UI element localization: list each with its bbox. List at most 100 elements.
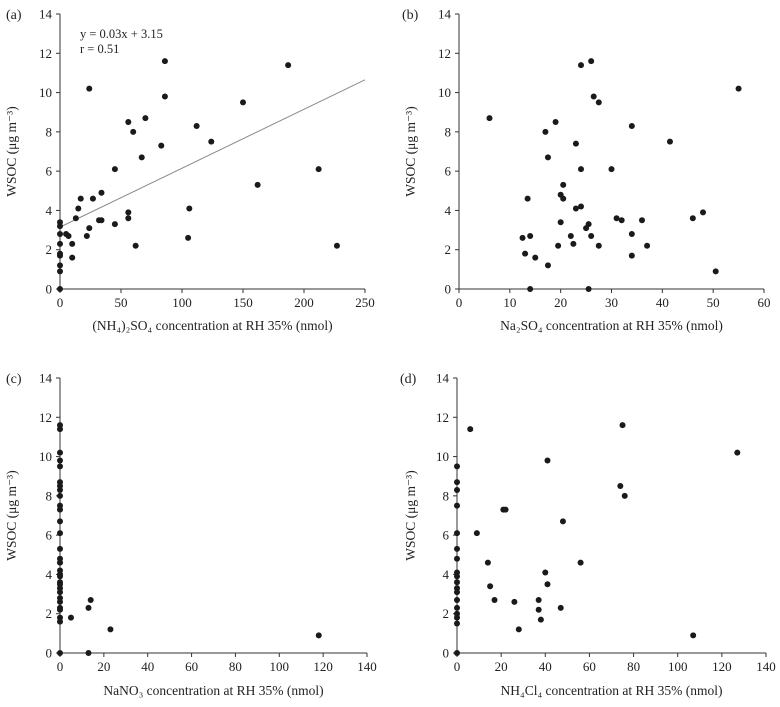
- y-tick-label: 0: [443, 646, 450, 661]
- y-tick-label: 2: [443, 606, 450, 621]
- data-point: [666, 138, 673, 145]
- data-point: [315, 632, 322, 639]
- data-point: [535, 606, 542, 613]
- x-axis-label: NH₄Cl₄ concentration at RH 35% (nmol): [501, 683, 723, 698]
- data-point: [57, 486, 63, 493]
- data-point: [454, 589, 460, 596]
- data-point: [555, 242, 562, 249]
- data-point: [524, 195, 531, 202]
- x-tick-label: 20: [554, 295, 567, 310]
- data-point: [57, 606, 63, 613]
- data-point: [617, 483, 624, 490]
- x-tick-label: 20: [495, 659, 508, 674]
- data-point: [57, 598, 63, 605]
- y-tick-label: 10: [436, 449, 449, 464]
- panel-label: (d): [400, 372, 417, 387]
- data-point: [588, 232, 595, 239]
- y-tick-label: 6: [46, 528, 53, 543]
- x-tick-label: 80: [627, 659, 640, 674]
- data-point: [185, 234, 192, 241]
- data-point: [87, 596, 94, 603]
- data-point: [578, 203, 584, 210]
- x-tick-label: 0: [57, 295, 64, 310]
- data-point: [186, 205, 193, 212]
- data-point: [542, 569, 549, 576]
- data-point: [577, 559, 584, 566]
- data-point: [454, 579, 460, 586]
- data-point: [85, 604, 92, 611]
- data-point: [544, 581, 551, 588]
- data-point: [690, 632, 697, 639]
- data-point: [484, 559, 491, 566]
- data-point: [57, 286, 63, 292]
- data-point: [85, 650, 92, 656]
- data-point: [57, 268, 63, 275]
- data-point: [89, 195, 96, 202]
- data-point: [572, 205, 579, 212]
- y-tick-label: 12: [438, 46, 451, 61]
- data-point: [467, 426, 474, 433]
- x-tick-label: 40: [656, 295, 669, 310]
- x-tick-label: 120: [313, 659, 333, 674]
- data-point: [487, 583, 494, 590]
- data-point: [502, 506, 509, 513]
- data-point: [57, 426, 63, 433]
- data-point: [519, 234, 526, 241]
- y-tick-label: 2: [46, 606, 53, 621]
- y-tick-label: 8: [46, 124, 53, 139]
- data-point: [161, 93, 168, 100]
- data-point: [57, 518, 63, 525]
- annotation-label: r = 0.51: [80, 42, 119, 56]
- data-point: [98, 189, 105, 196]
- data-point: [585, 286, 592, 292]
- x-tick-label: 0: [456, 295, 463, 310]
- data-point: [734, 449, 741, 456]
- data-point: [69, 240, 76, 247]
- data-point: [578, 166, 584, 173]
- x-tick-label: 60: [185, 659, 198, 674]
- regression-line: [59, 79, 366, 228]
- data-point: [454, 486, 460, 493]
- data-point: [552, 119, 559, 126]
- y-tick-label: 10: [39, 449, 52, 464]
- x-tick-label: 0: [454, 659, 461, 674]
- data-point: [613, 215, 620, 222]
- x-tick-label: 60: [583, 659, 596, 674]
- data-point: [57, 240, 63, 247]
- data-point: [511, 598, 518, 605]
- panel-label: (b): [402, 8, 419, 23]
- data-point: [639, 217, 645, 224]
- data-point: [595, 99, 602, 106]
- data-point: [142, 115, 149, 122]
- data-point: [689, 215, 696, 222]
- x-tick-label: 50: [115, 295, 128, 310]
- x-tick-label: 80: [229, 659, 242, 674]
- data-point: [240, 99, 246, 106]
- y-tick-label: 12: [39, 46, 52, 61]
- data-point: [454, 479, 460, 486]
- data-point: [578, 62, 584, 69]
- data-point: [585, 221, 592, 228]
- data-point: [544, 154, 551, 161]
- data-point: [57, 463, 63, 470]
- data-point: [628, 122, 635, 129]
- data-point: [590, 93, 597, 100]
- data-point: [588, 58, 595, 65]
- x-tick-label: 120: [712, 659, 732, 674]
- data-point: [454, 545, 460, 552]
- data-point: [83, 232, 90, 239]
- data-point: [125, 209, 132, 216]
- data-point: [57, 219, 63, 226]
- data-point: [57, 650, 63, 656]
- data-point: [560, 181, 567, 188]
- x-tick-label: 0: [57, 659, 64, 674]
- data-point: [567, 232, 574, 239]
- data-point: [454, 573, 460, 580]
- data-point: [161, 58, 168, 65]
- y-tick-label: 0: [46, 282, 53, 297]
- y-tick-label: 0: [46, 646, 53, 661]
- data-point: [454, 620, 460, 627]
